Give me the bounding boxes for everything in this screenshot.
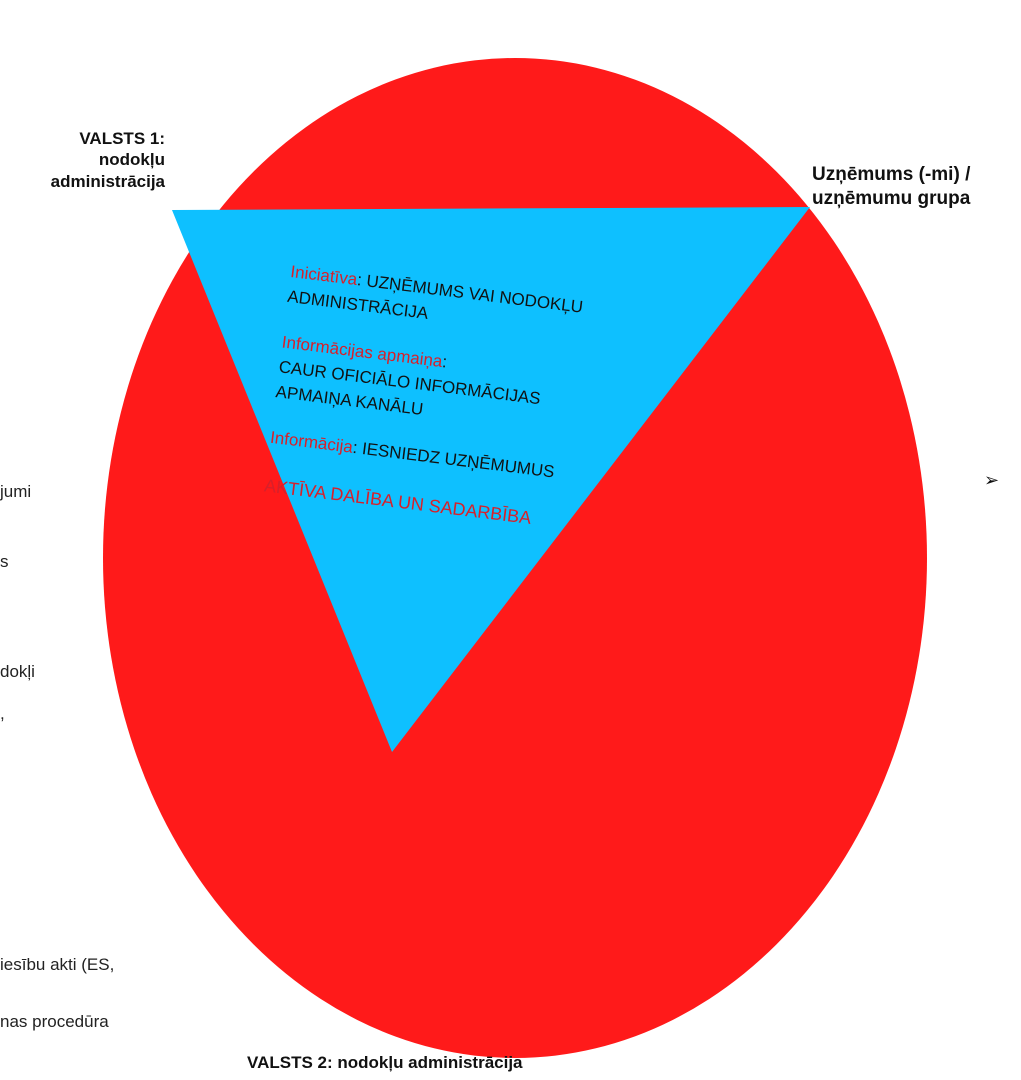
blue-triangle	[172, 207, 810, 752]
initiative-key: Iniciatīva	[289, 261, 359, 290]
active-participation-text: AKTĪVA DALĪBA UN SADARBĪBA	[263, 475, 533, 528]
side-text-fragment: nas procedūra	[0, 1012, 109, 1031]
side-text-fragment: jumi	[0, 482, 32, 501]
triangle-text-block: Iniciatīva: UZŅĒMUMS VAI NODOKĻU ADMINIS…	[260, 260, 590, 557]
vertex-label-state-1: VALSTS 1: nodokļu administrācija	[50, 129, 165, 191]
bullet-arrow-icon: ➢	[984, 470, 1000, 491]
side-text-fragment: s	[0, 552, 9, 571]
vertex-label-state-2: VALSTS 2: nodokļu administrācija	[247, 1053, 523, 1072]
information-value: : IESNIEDZ UZŅĒMUMUS	[351, 438, 556, 482]
vertex-label-company: Uzņēmums (-mi) / uzņēmumu grupa	[812, 164, 971, 209]
side-text-fragment: dokļi	[0, 662, 35, 681]
side-text-fragment: ,	[0, 704, 5, 723]
information-key: Informācija	[269, 427, 354, 457]
exchange-block: Informācijas apmaiņa: CAUR OFICIĀLO INFO…	[274, 331, 581, 441]
exchange-separator: :	[441, 352, 449, 372]
side-text-fragment: iesību akti (ES,	[0, 955, 115, 974]
